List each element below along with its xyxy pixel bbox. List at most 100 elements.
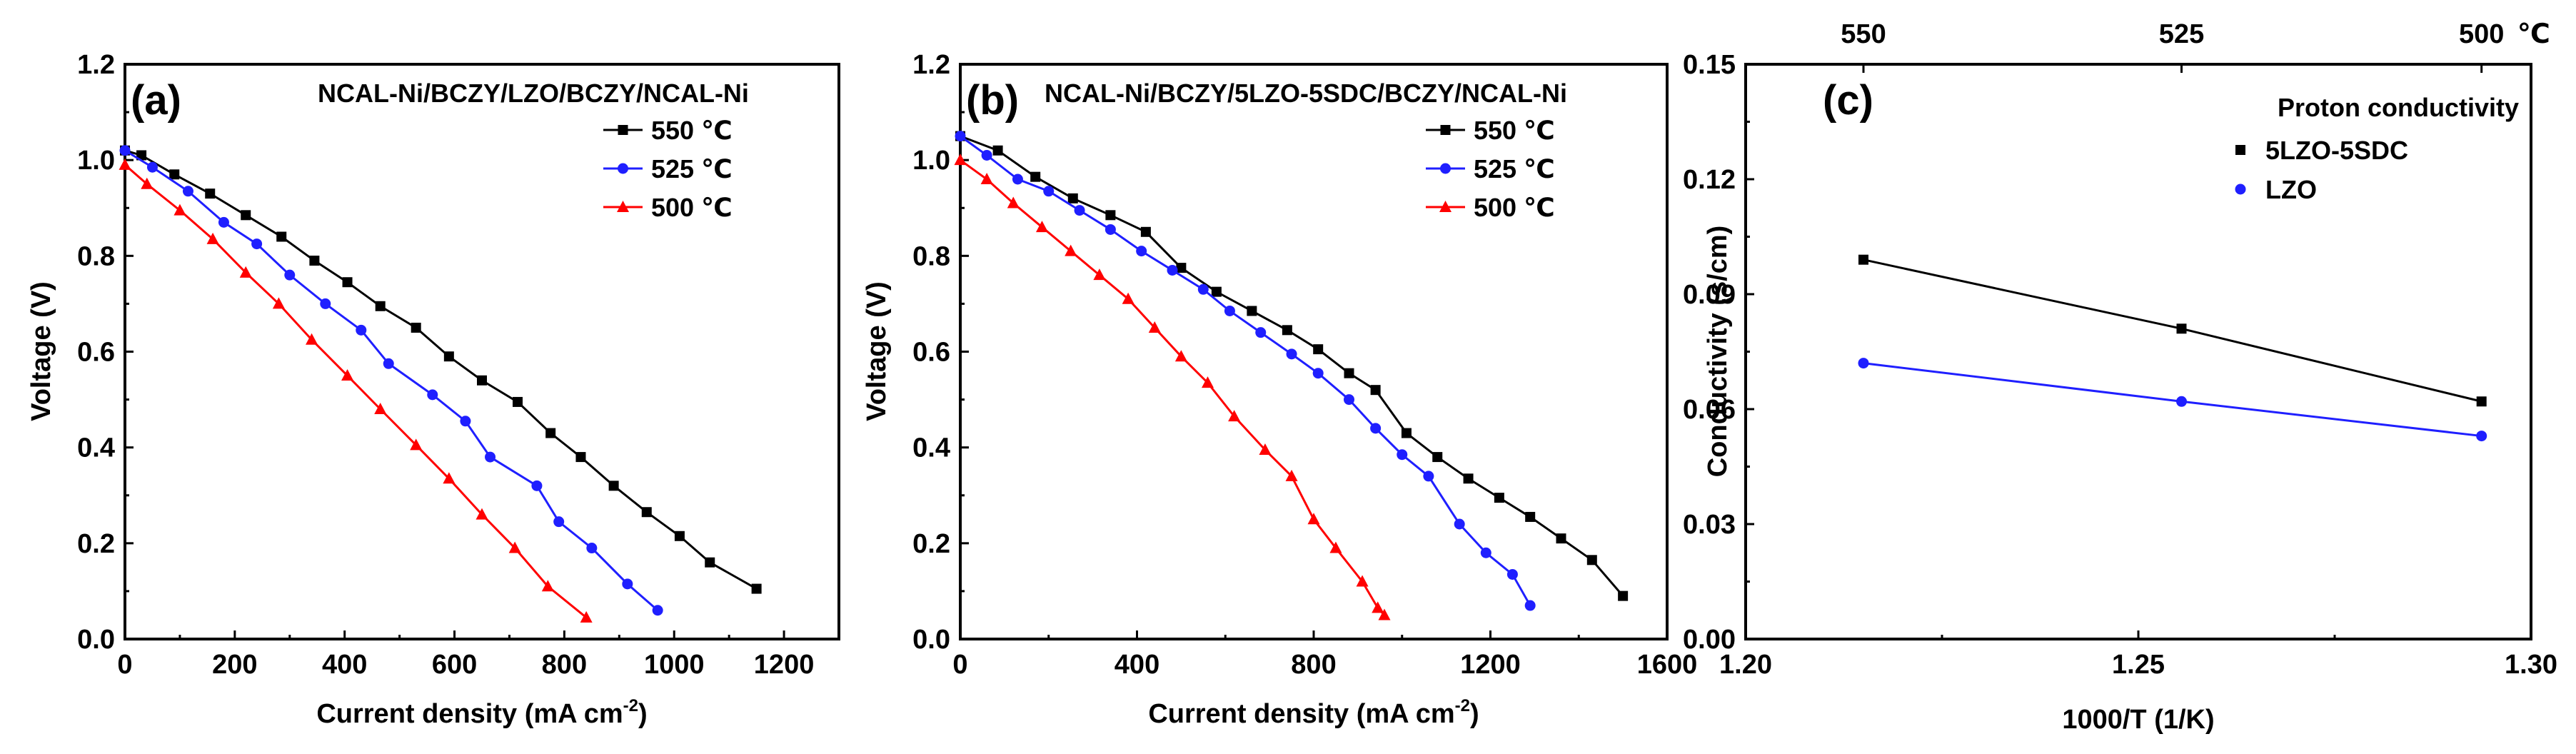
panel-b-y-ticks: 0.0 0.2 0.4 0.6 0.8 1.0 1.2 xyxy=(912,50,969,655)
panel-b-series-2-point xyxy=(1174,350,1187,362)
panel-a-series-0-point xyxy=(276,231,287,242)
panel-a-series-2-point xyxy=(508,541,521,553)
panel-c-plot-frame xyxy=(1744,63,2532,640)
panel-a-series-0-point xyxy=(641,507,652,518)
panel-b-y-tick-label: 0.8 xyxy=(912,241,950,271)
panel-b-series-2-point xyxy=(980,173,993,184)
panel-b-series-1-point xyxy=(1344,394,1354,406)
panel-b-series-2-point xyxy=(1007,196,1020,208)
panel-b-series-0-point xyxy=(1556,533,1566,544)
panel-a-series-0-point xyxy=(443,351,454,362)
panel-b-series-0-point xyxy=(1067,193,1078,203)
panel-a-series-0-point xyxy=(545,428,556,438)
panel-a-series-2-point xyxy=(580,610,593,623)
panel-a-series-2-point xyxy=(374,403,387,414)
panel-b-series-0-point xyxy=(1432,452,1443,463)
panel-b-series-2-point xyxy=(1285,469,1298,481)
panel-b-series-2-point xyxy=(1148,321,1161,333)
panel-c-x-tick-label: 1.30 xyxy=(2505,650,2557,680)
panel-b-series-0-point xyxy=(1105,210,1116,221)
panel-b-x-tick-label: 1200 xyxy=(1460,650,1521,680)
panel-b-series-2-point xyxy=(1202,376,1214,388)
panel-b-series-2-point xyxy=(1307,513,1320,525)
panel-a-x-tick-label: 0 xyxy=(117,650,132,680)
panel-a-series-1-point xyxy=(182,186,193,197)
panel-b-series-1-point xyxy=(1255,327,1267,338)
panel-a-x-ticks: 0 200 400 600 800 1000 1200 xyxy=(117,630,814,680)
panel-a-y-tick-label: 1.2 xyxy=(77,50,115,80)
panel-a-series-0-point xyxy=(411,322,421,333)
panel-a-series-1-point xyxy=(652,605,663,616)
panel-a-series-2-point xyxy=(476,508,488,520)
panel-a-y-tick-label: 1.0 xyxy=(77,146,115,176)
panel-b-label: (b) xyxy=(966,77,1019,124)
panel-a-series-2-point xyxy=(239,266,252,278)
panel-a-x-tick-label: 600 xyxy=(432,650,477,680)
panel-b-y-tick-label: 0.0 xyxy=(912,625,950,655)
panel-b-chart: 0 400 800 1200 1600 0.0 0.2 0.4 0.6 0.8 1.0 1.2 (b… xyxy=(862,50,1697,729)
panel-a-y-axis-label: Voltage (V) xyxy=(26,281,56,421)
panel-b-series-1-point xyxy=(1370,423,1382,434)
panel-b-series-1-point xyxy=(1423,471,1434,482)
panel-a-y-tick-label: 0.4 xyxy=(77,433,115,463)
panel-a-series-2-point xyxy=(119,158,131,170)
panel-a-series-1-point xyxy=(427,389,438,401)
panel-b-series-0-point xyxy=(1344,368,1354,378)
panel-c-y-tick-label: 0.00 xyxy=(1683,625,1736,655)
panel-b-y-tick-label: 0.6 xyxy=(912,338,950,368)
panel-b-series-1-point xyxy=(1012,174,1023,185)
panel-b-y-axis-label: Voltage (V) xyxy=(862,281,892,421)
panel-c-series-0-line xyxy=(1863,258,2482,403)
panel-a-series-1-point xyxy=(146,161,158,173)
panel-c-legend-title: Proton conductivity xyxy=(2278,93,2519,122)
panel-b-series-0-point xyxy=(1282,325,1292,336)
panel-c-series-1-line xyxy=(1863,362,2482,438)
panel-b-x-tick-label: 400 xyxy=(1115,650,1159,680)
panel-b-title: NCAL-Ni/BCZY/5LZO-5SDC/BCZY/NCAL-Ni xyxy=(1045,79,1567,108)
panel-a-series-0-point xyxy=(309,256,320,266)
panel-b-series xyxy=(954,131,1629,620)
panel-b-series-1-point xyxy=(955,131,966,142)
panel-a-series-2-point xyxy=(141,177,154,189)
panel-b-series-0-point xyxy=(1313,344,1324,355)
panel-a-x-tick-label: 1200 xyxy=(754,650,815,680)
panel-c-y-tick-label: 0.15 xyxy=(1683,50,1736,80)
panel-c-top-tick-label: 500 xyxy=(2459,19,2504,49)
panel-b-series-1-point xyxy=(1524,600,1536,611)
panel-a-y-ticks: 0.0 0.2 0.4 0.6 0.8 1.0 1.2 xyxy=(77,50,134,655)
panel-b-series-2-point xyxy=(1378,608,1391,620)
panel-b-series-1-point xyxy=(981,149,992,161)
panel-a-series-0-point xyxy=(241,210,251,221)
panel-a-series-2-point xyxy=(410,438,423,451)
panel-b-series-2-point xyxy=(1372,601,1384,613)
panel-c-legend-marker-1 xyxy=(2235,184,2246,195)
panel-a-legend-marker-1 xyxy=(618,163,628,174)
panel-a-legend-label-2: 500 ℃ xyxy=(651,193,733,222)
panel-b-legend-marker-2 xyxy=(1439,201,1451,212)
panel-c-label: (c) xyxy=(1823,77,1873,124)
panel-b-series-1-point xyxy=(1197,283,1209,295)
panel-b-legend-label-2: 500 ℃ xyxy=(1474,193,1555,222)
panel-a-y-tick-label: 0.0 xyxy=(77,625,115,655)
panel-c-series xyxy=(1858,254,2487,442)
panel-c-series-1-point xyxy=(1858,358,1869,369)
panel-c-x-tick-label: 1.25 xyxy=(2112,650,2165,680)
panel-b-series-2-point xyxy=(954,154,967,166)
panel-b-series-1-point xyxy=(1136,246,1147,257)
panel-c-series-1-point xyxy=(2476,431,2487,442)
panel-a-y-tick-label: 0.8 xyxy=(77,241,115,271)
panel-b-y-tick-label: 1.0 xyxy=(912,146,950,176)
panel-a-series-0-point xyxy=(342,277,353,288)
panel-a-chart: 0 200 400 600 800 1000 1200 0.0 0.2 0.4 0.6 0.8 1.0… xyxy=(26,50,840,729)
panel-a-series-2-point xyxy=(272,297,285,309)
panel-b-series-2-point xyxy=(1259,443,1272,456)
panel-b-x-tick-label: 1600 xyxy=(1637,650,1698,680)
panel-a-label: (a) xyxy=(131,77,181,124)
panel-a-series-0-point xyxy=(477,375,487,386)
panel-b-series-2-point xyxy=(1093,268,1106,281)
panel-b-series-2-line xyxy=(960,159,1386,616)
panel-c-y-tick-label: 0.03 xyxy=(1683,510,1736,540)
panel-a-series-0-point xyxy=(751,583,762,594)
panel-b-legend: 550 ℃ 525 ℃ 500 ℃ xyxy=(1426,116,1555,222)
